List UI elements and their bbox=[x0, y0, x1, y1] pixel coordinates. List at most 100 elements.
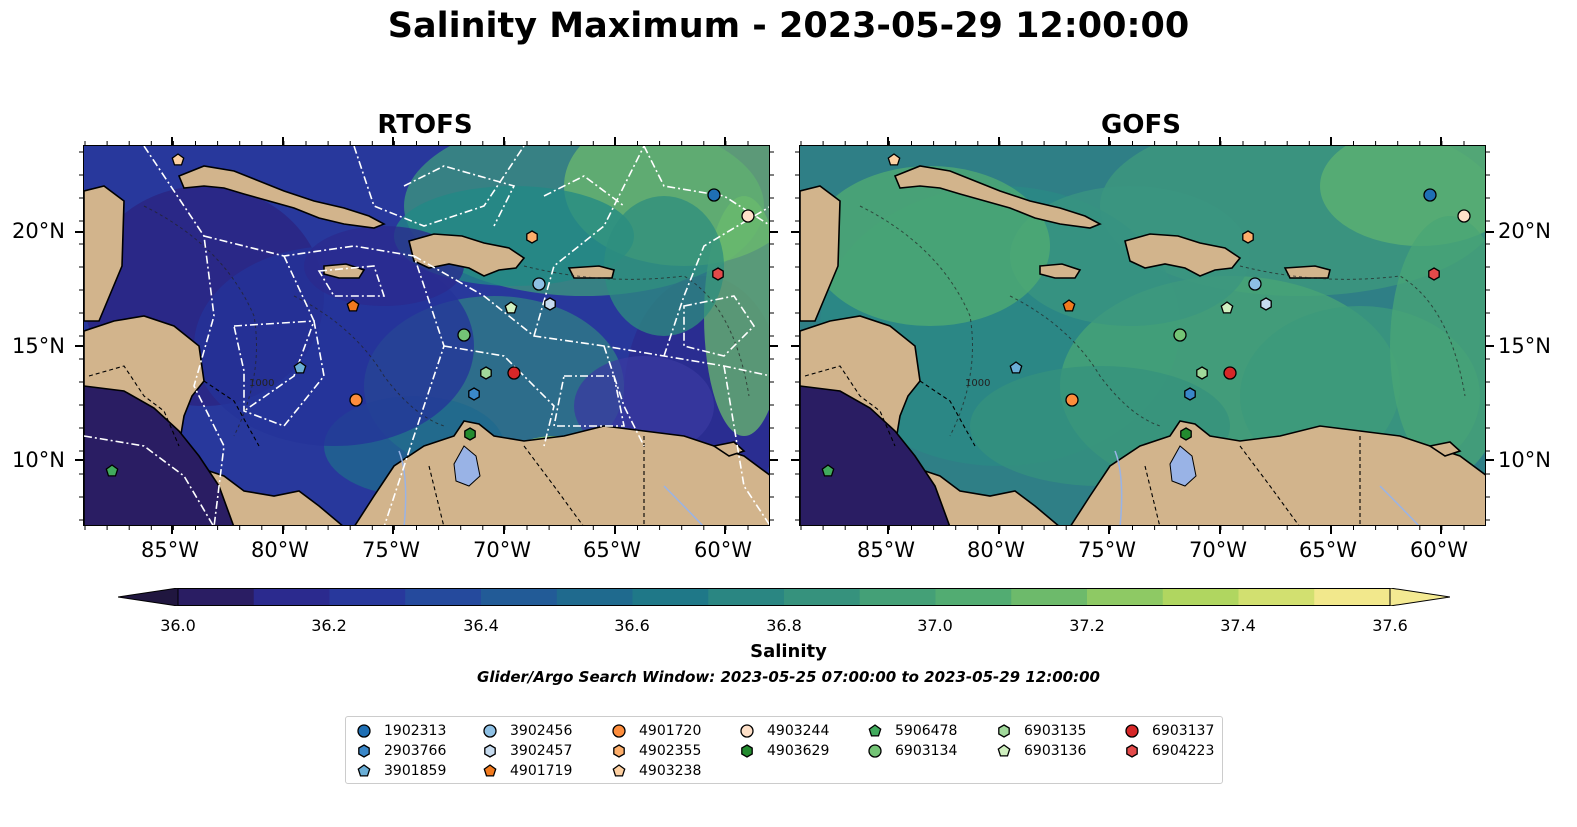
eez-boundary bbox=[533, 146, 645, 337]
legend-label: 6903137 bbox=[1152, 723, 1215, 739]
legend-label: 4903238 bbox=[639, 763, 702, 779]
salinity-colorbar bbox=[118, 588, 1450, 606]
eez-boundary bbox=[143, 146, 225, 525]
eez-boundary bbox=[553, 375, 625, 427]
float-marker-4902355 bbox=[526, 230, 538, 244]
legend-item-3901859: 3901859 bbox=[356, 761, 446, 781]
hexagon-marker-icon bbox=[1126, 744, 1138, 758]
country-border bbox=[804, 365, 1361, 525]
float-marker-4903629 bbox=[464, 427, 476, 441]
float-marker-6903134 bbox=[457, 328, 471, 342]
land-polygon bbox=[1039, 263, 1082, 279]
land-polygon bbox=[1124, 233, 1242, 277]
salinity-patch bbox=[604, 196, 724, 336]
lon-label-75w: 75°W bbox=[362, 538, 420, 562]
land-polygon bbox=[1070, 420, 1485, 525]
float-marker-4901720 bbox=[1065, 393, 1079, 407]
colorbar-tick: 36.4 bbox=[463, 616, 499, 635]
colorbar-tick: 36.6 bbox=[614, 616, 650, 635]
legend-label: 3902456 bbox=[510, 723, 573, 739]
pentagon-marker-icon bbox=[483, 764, 497, 777]
land-polygon bbox=[354, 420, 769, 525]
float-marker-3902457 bbox=[544, 297, 556, 311]
colorbar-segment bbox=[784, 588, 861, 606]
land-polygon bbox=[177, 165, 386, 229]
legend-label: 5906478 bbox=[895, 723, 958, 739]
eez-boundary bbox=[443, 345, 555, 447]
pacific-ocean bbox=[84, 385, 235, 525]
river bbox=[1114, 450, 1123, 525]
eez-boundary bbox=[233, 320, 325, 427]
legend-label: 2903766 bbox=[384, 743, 447, 759]
float-marker-3902457 bbox=[1260, 297, 1272, 311]
legend-label: 3901859 bbox=[384, 763, 447, 779]
circle-marker-icon bbox=[740, 724, 754, 738]
legend-label: 4903629 bbox=[767, 743, 830, 759]
float-marker-1902313 bbox=[707, 188, 721, 202]
land-polygon bbox=[1427, 441, 1462, 457]
lat-label-20n: 20°N bbox=[1498, 219, 1551, 243]
pacific-ocean bbox=[800, 385, 951, 525]
land-polygon bbox=[567, 265, 615, 279]
pentagon-marker-icon bbox=[997, 744, 1011, 757]
legend-item-1902313: 1902313 bbox=[356, 721, 446, 741]
float-marker-6903137 bbox=[507, 366, 521, 380]
float-marker-5906478 bbox=[821, 464, 835, 477]
legend-item-4903238: 4903238 bbox=[611, 761, 701, 781]
circle-marker-icon bbox=[868, 744, 882, 758]
lon-label-60w: 60°W bbox=[1410, 538, 1468, 562]
colorbar-segment bbox=[632, 588, 709, 606]
float-marker-4903238 bbox=[887, 153, 901, 166]
lon-label-65w: 65°W bbox=[1299, 538, 1357, 562]
colorbar-segment bbox=[1011, 588, 1088, 606]
legend-label: 6903134 bbox=[895, 743, 958, 759]
salinity-patch bbox=[810, 166, 1050, 326]
colorbar-segment bbox=[1238, 588, 1315, 606]
pentagon-marker-icon bbox=[868, 724, 882, 737]
pentagon-marker-icon bbox=[612, 764, 626, 777]
legend-item-3902457: 3902457 bbox=[482, 741, 572, 761]
legend-label: 6904223 bbox=[1152, 743, 1215, 759]
eez-boundary bbox=[317, 265, 386, 297]
legend-item-6903134: 6903134 bbox=[867, 741, 957, 761]
float-legend: 1902313 2903766 3901859 3902456 3902457 49017… bbox=[345, 716, 1223, 784]
legend-label: 1902313 bbox=[384, 723, 447, 739]
eez-boundary bbox=[84, 435, 214, 525]
circle-marker-icon bbox=[612, 724, 626, 738]
depth-contour-1000 bbox=[859, 205, 1466, 437]
legend-item-3902456: 3902456 bbox=[482, 721, 572, 741]
legend-item-4901720: 4901720 bbox=[611, 721, 701, 741]
float-marker-6903136 bbox=[504, 301, 518, 314]
float-marker-3901859 bbox=[1009, 361, 1023, 374]
lon-label-70w: 70°W bbox=[473, 538, 531, 562]
legend-item-2903766: 2903766 bbox=[356, 741, 446, 761]
legend-label: 6903136 bbox=[1024, 743, 1087, 759]
land-polygon bbox=[800, 185, 841, 322]
float-marker-4903629 bbox=[1180, 427, 1192, 441]
legend-label: 4901720 bbox=[639, 723, 702, 739]
colorbar-segment bbox=[178, 588, 255, 606]
river bbox=[398, 450, 407, 525]
eez-boundary bbox=[403, 165, 516, 227]
eez-boundary bbox=[543, 175, 625, 207]
float-marker-6904223 bbox=[712, 267, 724, 281]
float-marker-3902456 bbox=[1248, 277, 1262, 291]
lat-label-15n: 15°N bbox=[12, 334, 65, 358]
colorbar-min-extend bbox=[118, 588, 179, 606]
colorbar-segment bbox=[1162, 588, 1239, 606]
float-marker-3902456 bbox=[532, 277, 546, 291]
legend-item-6903135: 6903135 bbox=[996, 721, 1086, 741]
circle-marker-icon bbox=[483, 724, 497, 738]
legend-label: 4903244 bbox=[767, 723, 830, 739]
legend-item-6903137: 6903137 bbox=[1124, 721, 1214, 741]
float-marker-4903244 bbox=[1457, 209, 1471, 223]
float-marker-2903766 bbox=[468, 387, 480, 401]
float-marker-5906478 bbox=[105, 464, 119, 477]
lon-label-80w: 80°W bbox=[251, 538, 309, 562]
colorbar-segment bbox=[556, 588, 633, 606]
river bbox=[1379, 485, 1420, 525]
pentagon-marker-icon bbox=[357, 764, 371, 777]
eez-boundary bbox=[353, 146, 525, 227]
country-border bbox=[88, 365, 645, 525]
lat-label-10n: 10°N bbox=[12, 448, 65, 472]
